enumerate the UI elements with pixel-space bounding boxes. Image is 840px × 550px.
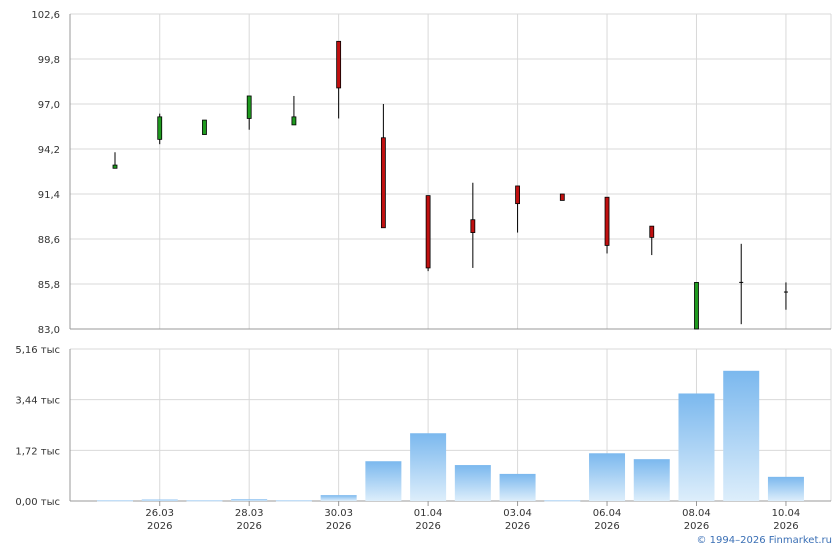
volume-bar — [678, 393, 715, 501]
candle-body — [470, 219, 476, 233]
candle-body — [559, 193, 565, 201]
price-tick-label: 97,0 — [38, 100, 60, 111]
candle-body — [425, 195, 431, 269]
x-year-label: 2026 — [505, 521, 530, 532]
x-year-label: 2026 — [594, 521, 619, 532]
x-date-label: 08.04 — [682, 508, 711, 519]
x-year-label: 2026 — [415, 521, 440, 532]
candle-body — [649, 225, 655, 238]
candle-body — [380, 137, 386, 229]
price-tick-label: 94,2 — [38, 145, 60, 156]
x-date-label: 28.03 — [235, 508, 264, 519]
volume-bar — [454, 465, 491, 501]
volume-bar — [320, 495, 357, 501]
copyright-text: © 1994–2026 Finmarket.ru — [696, 535, 832, 546]
x-date-label: 10.04 — [772, 508, 801, 519]
candle-body — [515, 185, 520, 205]
x-year-label: 2026 — [773, 521, 798, 532]
volume-bar — [231, 499, 268, 501]
volume-tick-label: 0,00 тыс — [15, 497, 60, 508]
volume-bar — [499, 473, 536, 501]
volume-bar — [589, 453, 626, 501]
candle-body — [246, 95, 252, 119]
x-year-label: 2026 — [684, 521, 709, 532]
volume-bar — [186, 500, 223, 502]
volume-tick-label: 1,72 тыс — [15, 446, 60, 457]
volume-bar — [410, 433, 447, 501]
volume-bar — [365, 461, 402, 501]
candle-body — [694, 281, 699, 330]
volume-bar — [141, 499, 178, 501]
candle-body — [112, 164, 118, 169]
x-date-label: 26.03 — [145, 508, 174, 519]
x-date-label: 03.04 — [503, 508, 532, 519]
candle-body — [291, 116, 297, 126]
x-year-label: 2026 — [236, 521, 261, 532]
candle-body — [336, 40, 342, 89]
candle-body — [202, 119, 207, 135]
x-year-label: 2026 — [147, 521, 172, 532]
volume-bar — [633, 459, 670, 501]
volume-bar — [767, 476, 804, 501]
price-tick-label: 83,0 — [38, 325, 60, 336]
candle-body — [157, 116, 163, 140]
price-tick-label: 102,6 — [31, 10, 60, 21]
price-tick-label: 85,8 — [38, 280, 60, 291]
x-date-label: 01.04 — [414, 508, 443, 519]
price-tick-label: 99,8 — [38, 55, 60, 66]
volume-bar — [544, 500, 581, 502]
volume-bar — [275, 500, 312, 502]
x-date-label: 06.04 — [593, 508, 622, 519]
price-tick-label: 88,6 — [38, 235, 60, 246]
volume-tick-label: 3,44 тыс — [15, 396, 60, 407]
x-date-label: 30.03 — [324, 508, 353, 519]
x-year-label: 2026 — [326, 521, 351, 532]
price-tick-label: 91,4 — [38, 190, 60, 201]
volume-bar — [97, 500, 133, 502]
volume-tick-label: 5,16 тыс — [15, 345, 60, 356]
volume-bar — [723, 370, 760, 501]
candle-body — [604, 196, 610, 246]
